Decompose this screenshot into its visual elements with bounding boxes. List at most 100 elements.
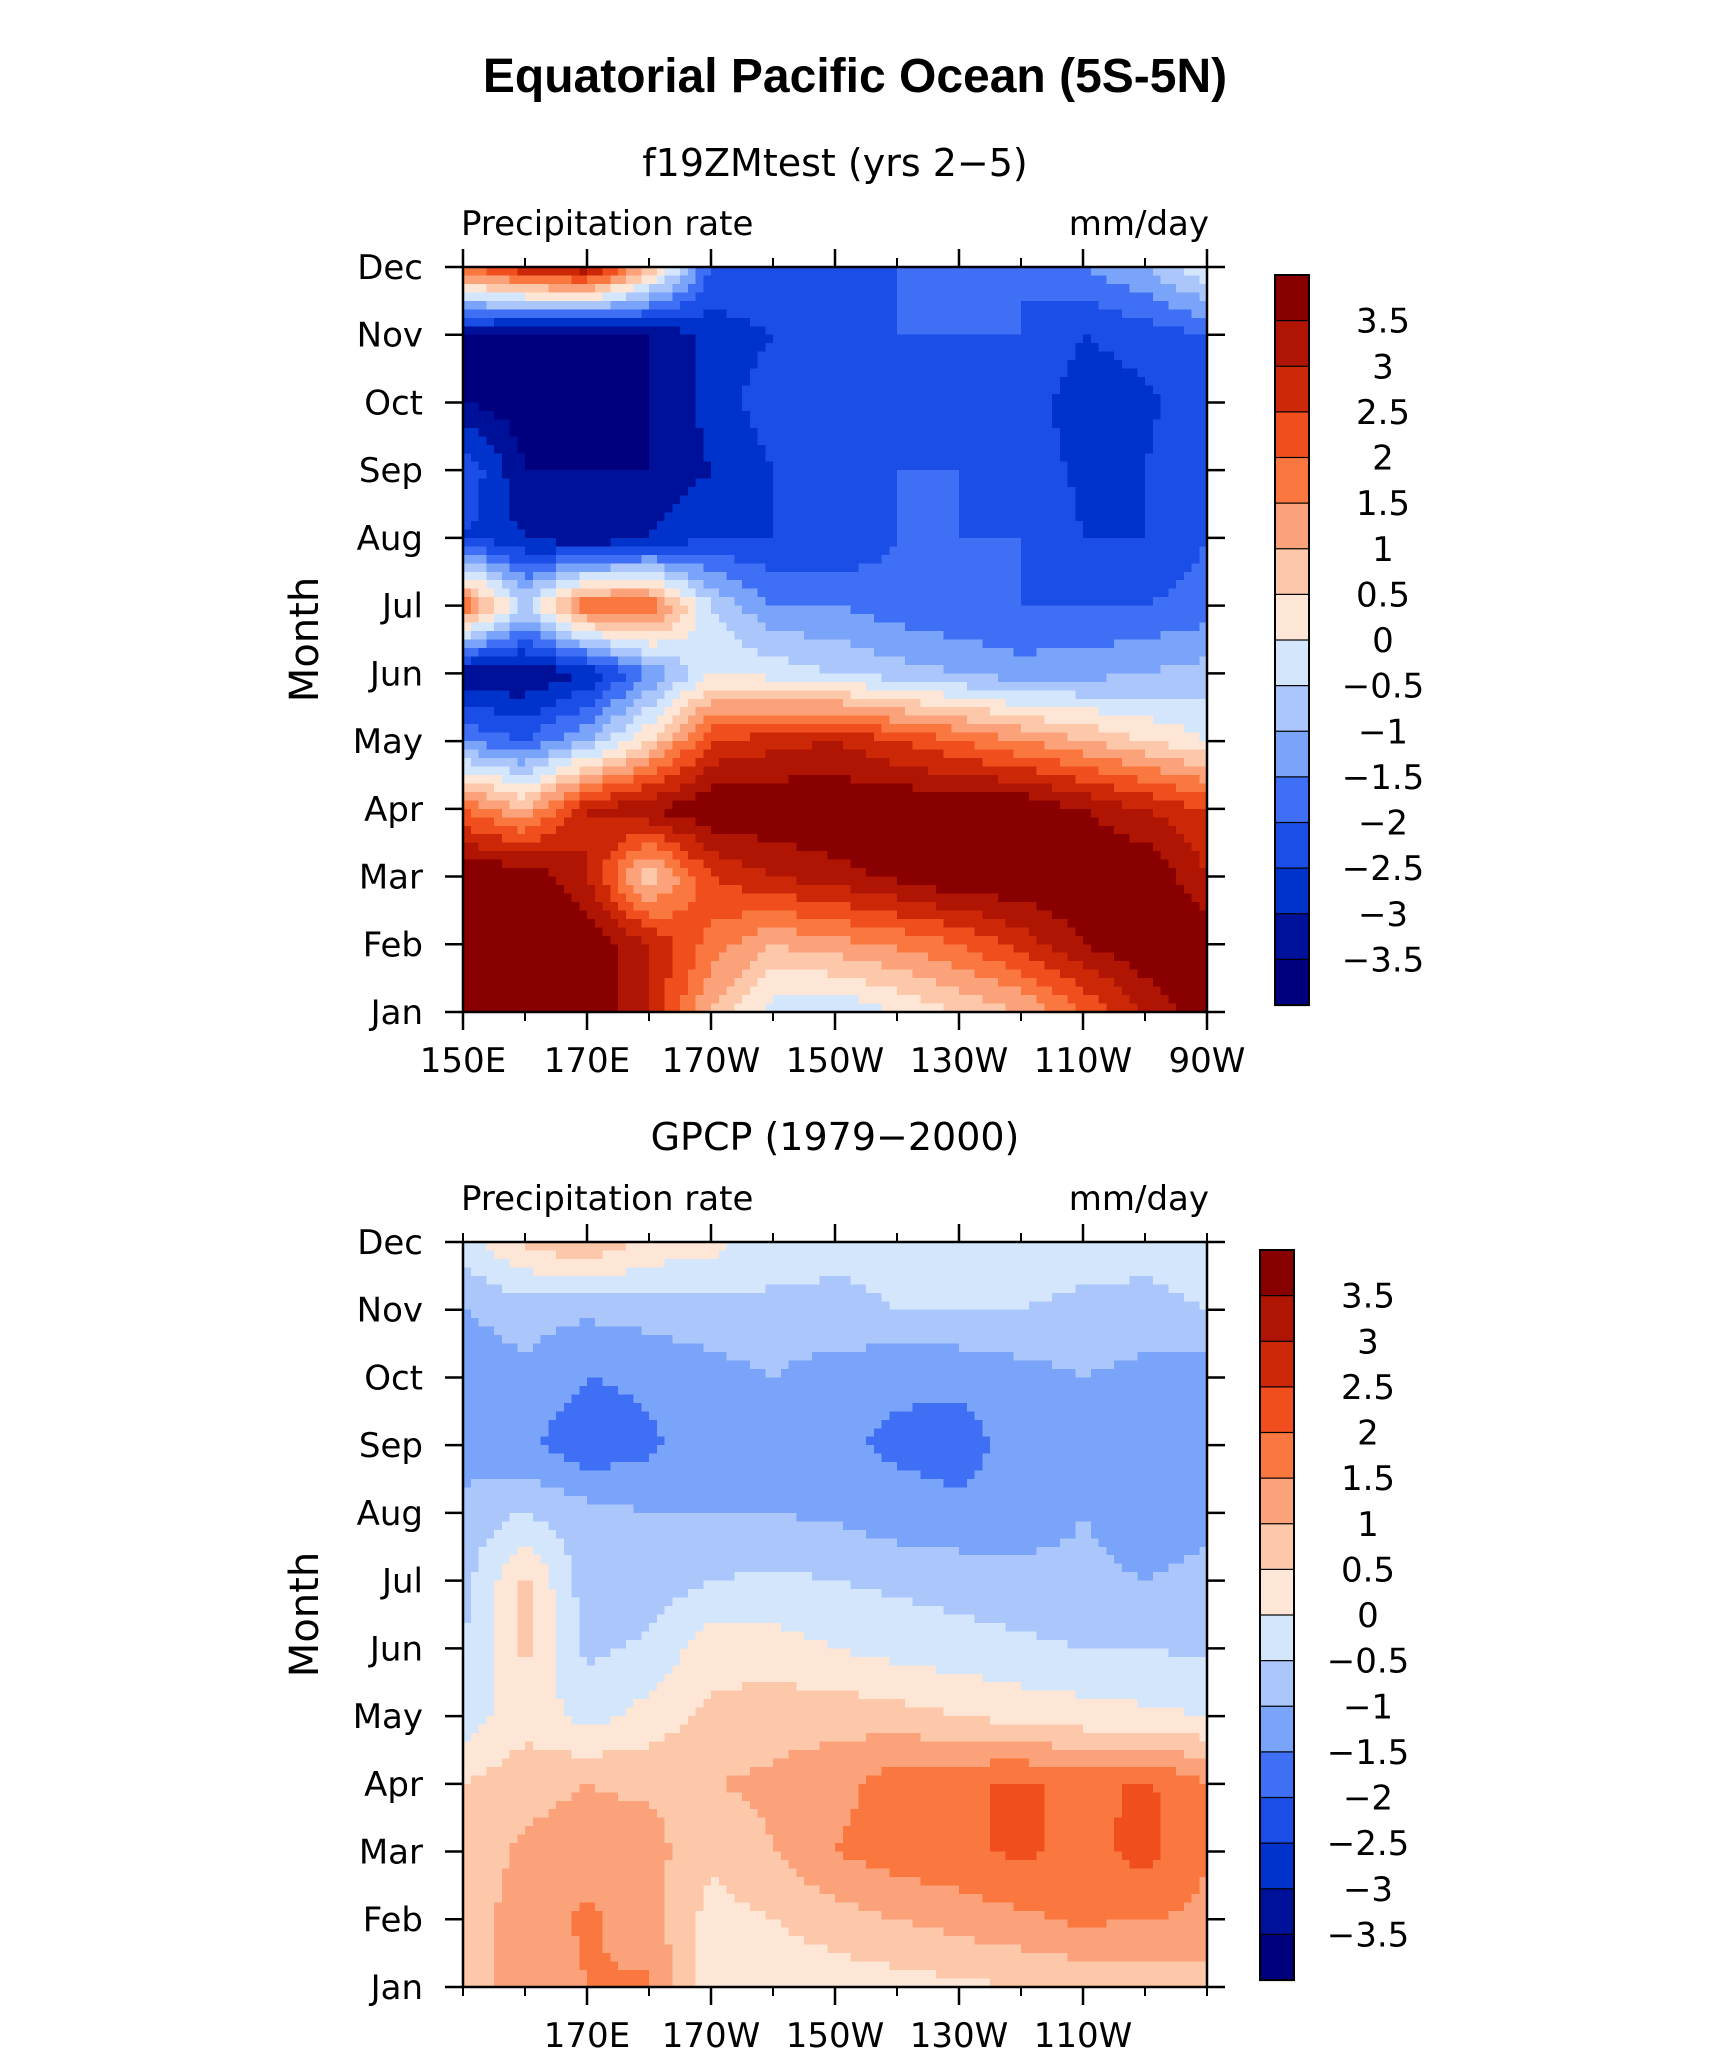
heatmap-cell <box>494 698 503 708</box>
heatmap-cell <box>951 546 960 556</box>
heatmap-cell <box>517 436 526 446</box>
heatmap-cell <box>943 631 952 641</box>
heatmap-cell <box>478 580 487 590</box>
heatmap-cell <box>501 495 511 505</box>
heatmap-cell <box>1152 588 1162 598</box>
heatmap-cell <box>811 520 821 531</box>
heatmap-cell <box>811 656 821 666</box>
heatmap-cell <box>1083 275 1092 285</box>
heatmap-cell <box>982 427 991 437</box>
heatmap-cell <box>625 487 635 497</box>
heatmap-cell <box>943 427 952 437</box>
heatmap-cell <box>997 554 1007 564</box>
heatmap-cell <box>695 427 704 437</box>
heatmap-cell <box>625 292 635 302</box>
heatmap-cell <box>811 529 821 539</box>
heatmap-cell <box>594 504 604 514</box>
heatmap-cell <box>563 512 573 522</box>
heatmap-cell <box>594 326 604 336</box>
heatmap-cell <box>649 343 658 353</box>
heatmap-cell <box>633 292 642 302</box>
heatmap-cell <box>548 495 557 505</box>
heatmap-cell <box>1191 554 1200 564</box>
heatmap-cell <box>1191 334 1200 344</box>
heatmap-cell <box>990 656 999 666</box>
heatmap-cell <box>842 317 852 327</box>
heatmap-cell <box>1176 529 1185 539</box>
heatmap-cell <box>951 461 960 471</box>
heatmap-cell <box>997 614 1007 624</box>
heatmap-cell <box>703 647 712 658</box>
heatmap-cell <box>649 393 658 404</box>
heatmap-cell <box>1013 300 1022 310</box>
heatmap-cell <box>788 520 797 531</box>
heatmap-cell <box>920 529 929 539</box>
heatmap-cell <box>486 495 495 505</box>
heatmap-cell <box>680 588 689 598</box>
heatmap-cell <box>486 351 495 361</box>
heatmap-cell <box>540 571 549 581</box>
heatmap-cell <box>618 343 627 353</box>
heatmap-cell <box>1021 614 1030 624</box>
heatmap-cell <box>1036 563 1045 573</box>
heatmap-cell <box>587 351 596 361</box>
heatmap-cell <box>997 487 1007 497</box>
heatmap-cell <box>990 495 999 505</box>
heatmap-cell <box>1145 283 1154 293</box>
heatmap-cell <box>664 360 673 370</box>
heatmap-cell <box>680 283 689 293</box>
heatmap-cell <box>1121 504 1131 514</box>
heatmap-cell <box>889 436 898 446</box>
heatmap-cell <box>757 605 766 615</box>
heatmap-cell <box>959 343 968 353</box>
heatmap-cell <box>990 368 999 378</box>
heatmap-cell <box>656 631 666 641</box>
heatmap-cell <box>532 377 542 387</box>
heatmap-cell <box>866 495 875 505</box>
heatmap-cell <box>881 300 890 310</box>
heatmap-cell <box>966 571 976 581</box>
heatmap-cell <box>788 360 797 370</box>
heatmap-cell <box>742 487 751 497</box>
heatmap-cell <box>866 410 875 420</box>
heatmap-cell <box>718 300 728 310</box>
heatmap-cell <box>625 444 635 454</box>
heatmap-cell <box>873 639 883 649</box>
heatmap-cell <box>811 453 821 463</box>
heatmap-cell <box>912 326 921 336</box>
heatmap-cell <box>571 673 580 683</box>
heatmap-cell <box>1075 698 1084 708</box>
heatmap-cell <box>935 334 945 344</box>
heatmap-cell <box>1176 393 1185 404</box>
heatmap-cell <box>548 461 557 471</box>
heatmap-cell <box>1083 267 1092 277</box>
heatmap-cell <box>811 343 821 353</box>
heatmap-cell <box>556 461 565 471</box>
heatmap-cell <box>788 664 797 674</box>
heatmap-cell <box>773 377 782 387</box>
heatmap-cell <box>904 351 914 361</box>
heatmap-cell <box>1083 690 1092 700</box>
heatmap-cell <box>835 326 844 336</box>
heatmap-cell <box>556 267 565 277</box>
heatmap-cell <box>579 495 588 505</box>
heatmap-cell <box>478 537 487 547</box>
heatmap-cell <box>1152 529 1162 539</box>
heatmap-cell <box>618 470 627 480</box>
heatmap-cell <box>610 317 619 327</box>
heatmap-cell <box>804 554 813 564</box>
heatmap-cell <box>1168 664 1177 674</box>
heatmap-cell <box>625 554 635 564</box>
heatmap-cell <box>974 622 983 632</box>
heatmap-cell <box>486 690 495 700</box>
heatmap-cell <box>1199 546 1208 556</box>
heatmap-cell <box>749 554 759 564</box>
heatmap-cell <box>959 393 968 404</box>
heatmap-cell <box>928 597 937 607</box>
heatmap-cell <box>734 419 743 429</box>
heatmap-cell <box>1121 681 1131 691</box>
heatmap-cell <box>835 495 844 505</box>
heatmap-cell <box>1152 334 1162 344</box>
heatmap-cell <box>633 436 642 446</box>
heatmap-cell <box>1090 377 1100 387</box>
